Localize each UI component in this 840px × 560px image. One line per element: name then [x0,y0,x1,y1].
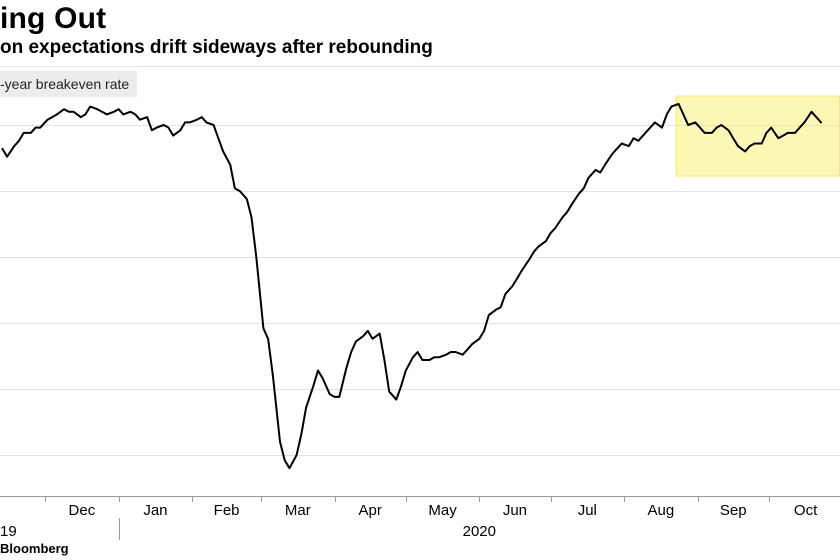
x-year-label: 2020 [463,523,496,540]
highlight-region [675,95,840,177]
x-tick-label: May [428,502,457,519]
x-tick-label: Apr [358,502,381,519]
x-tick-label: Jan [143,502,167,519]
x-tick-label: Oct [794,502,818,519]
x-tick-label: Jun [503,502,527,519]
source-label: Bloomberg [0,541,69,556]
line-chart: Dec Jan Feb Mar Apr May Jun Jul Aug Sep Oct 19 2020 [0,66,840,540]
chart-subtitle: on expectations drift sideways after reb… [0,37,433,58]
x-tick-label: Mar [285,502,311,519]
x-tick-label: Feb [214,502,240,519]
gridlines-layer [0,66,840,456]
highlight-region-layer [675,95,840,177]
x-tick-label: Aug [647,502,674,519]
x-tick-labels-layer: Dec Jan Feb Mar Apr May Jun Jul Aug Sep Oct 19 2020 [0,502,818,540]
x-tick-label: Jul [578,502,597,519]
chart-title: ing Out [0,2,107,35]
x-year-label: 19 [0,523,17,540]
x-tick-label: Dec [69,502,96,519]
legend-label: -year breakeven rate [0,71,138,97]
x-tick-label: Sep [720,502,747,519]
series-line [1,102,822,470]
series-line-layer [1,102,822,470]
x-axis-layer [0,496,840,540]
